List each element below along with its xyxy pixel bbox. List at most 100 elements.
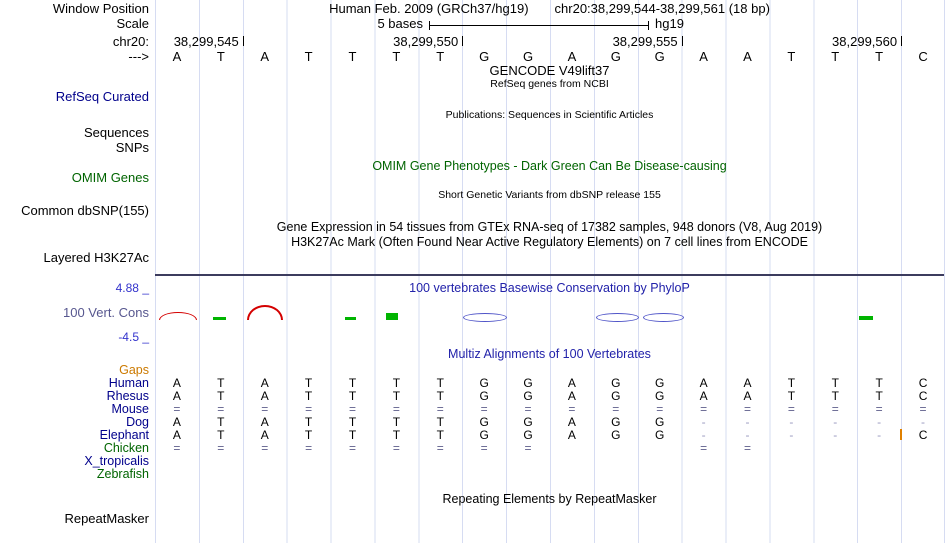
align-cell: G [611, 415, 621, 429]
align-cell: = [217, 402, 225, 416]
align-cell: A [567, 428, 576, 442]
align-cell: C [918, 428, 928, 442]
insertion-marker [900, 429, 903, 440]
phylop-green-mark [386, 313, 398, 320]
sequence-base: T [875, 49, 884, 64]
sequence-base: A [567, 49, 577, 64]
species-label-chicken[interactable]: Chicken [103, 441, 149, 455]
track-title-dbsnp[interactable]: Short Genetic Variants from dbSNP releas… [438, 189, 661, 201]
align-cell: T [304, 389, 313, 403]
align-cell: A [743, 376, 752, 390]
track-title-conservation[interactable]: 100 vertebrates Basewise Conservation by… [409, 281, 690, 295]
align-cell: T [831, 376, 839, 390]
align-cell: = [612, 402, 620, 416]
align-cell: A [699, 376, 708, 390]
align-cell: T [217, 389, 225, 403]
align-cell: = [392, 441, 400, 455]
align-cell: - [701, 428, 706, 442]
species-label-elephant[interactable]: Elephant [99, 428, 149, 442]
align-cell: = [568, 402, 576, 416]
align-cell: - [877, 428, 882, 442]
track-label-repeatmasker[interactable]: RepeatMasker [64, 511, 149, 526]
species-label-dog[interactable]: Dog [126, 415, 149, 429]
track-label-sequences[interactable]: Sequences [83, 125, 149, 140]
species-label-zebrafish[interactable]: Zebrafish [96, 467, 149, 481]
coordinate-label: 38,299,555 [612, 34, 678, 49]
align-cell: T [348, 376, 357, 390]
phylop-green-mark [859, 316, 873, 320]
align-cell: - [833, 428, 838, 442]
align-cell: G [479, 376, 489, 390]
align-cell: = [261, 441, 269, 455]
align-cell: = [436, 402, 444, 416]
window-position-title: Human Feb. 2009 (GRCh37/hg19) chr20:38,2… [155, 2, 944, 15]
track-label-omim-genes[interactable]: OMIM Genes [71, 170, 149, 185]
track-label-layered-h3k27ac[interactable]: Layered H3K27Ac [43, 250, 149, 265]
track-title-publications[interactable]: Publications: Sequences in Scientific Ar… [445, 109, 654, 121]
align-cell: = [480, 441, 488, 455]
align-cell: T [436, 376, 444, 390]
chrom-label: chr20: [112, 34, 149, 49]
align-cell: T [436, 415, 444, 429]
align-cell: G [655, 376, 665, 390]
align-cell: G [655, 415, 665, 429]
species-label-rhesus[interactable]: Rhesus [106, 389, 149, 403]
track-label-common-dbsnp[interactable]: Common dbSNP(155) [21, 203, 149, 218]
sequence-base: G [522, 49, 534, 64]
align-cell: G [523, 415, 533, 429]
align-cell: G [479, 415, 489, 429]
coordinate-tick [462, 36, 464, 46]
conservation-min-label: -4.5 _ [118, 330, 149, 344]
track-title-omim[interactable]: OMIM Gene Phenotypes - Dark Green Can Be… [372, 159, 727, 173]
scale-label: Scale [116, 16, 149, 31]
track-label-refseq-curated[interactable]: RefSeq Curated [55, 89, 149, 104]
align-cell: A [699, 389, 708, 403]
track-label-100-vert-cons[interactable]: 100 Vert. Cons [63, 305, 149, 320]
phylop-green-mark [213, 317, 226, 320]
align-cell: = [743, 402, 751, 416]
track-title-h3k27ac[interactable]: H3K27Ac Mark (Often Found Near Active Re… [291, 235, 808, 249]
track-title-multiz[interactable]: Multiz Alignments of 100 Vertebrates [448, 347, 651, 361]
align-cell: = [436, 441, 444, 455]
sequence-base: A [743, 49, 752, 64]
track-display-area[interactable]: Human Feb. 2009 (GRCh37/hg19) chr20:38,2… [155, 0, 945, 543]
align-cell: - [877, 415, 882, 429]
align-cell: G [523, 428, 533, 442]
align-cell: = [743, 441, 751, 455]
coordinate-tick [901, 36, 903, 46]
track-title-repeatmasker[interactable]: Repeating Elements by RepeatMasker [442, 492, 657, 506]
window-position-label: Window Position [52, 1, 149, 16]
species-label-gaps[interactable]: Gaps [119, 363, 149, 377]
scale-bar-left-tick [429, 21, 430, 30]
align-cell: = [919, 402, 927, 416]
align-cell: G [611, 376, 621, 390]
track-title-gtex[interactable]: Gene Expression in 54 tissues from GTEx … [276, 220, 823, 234]
species-label-human[interactable]: Human [108, 376, 149, 390]
align-cell: A [172, 376, 181, 390]
align-cell: T [787, 389, 796, 403]
align-cell: T [304, 428, 313, 442]
align-cell: = [524, 441, 532, 455]
align-cell: - [921, 415, 926, 429]
align-cell: = [700, 441, 708, 455]
align-cell: = [787, 402, 795, 416]
species-label-mouse[interactable]: Mouse [111, 402, 149, 416]
align-cell: - [789, 415, 794, 429]
align-cell: A [567, 376, 576, 390]
align-cell: = [831, 402, 839, 416]
align-cell: = [524, 402, 532, 416]
sequence-base: A [260, 49, 270, 64]
align-cell: T [436, 428, 444, 442]
species-label-x_tropicalis[interactable]: X_tropicalis [84, 454, 149, 468]
track-title-gencode[interactable]: GENCODE V49lift37 [489, 63, 610, 78]
track-label-snps[interactable]: SNPs [115, 140, 149, 155]
align-cell: = [305, 441, 313, 455]
track-subtitle-refseq[interactable]: RefSeq genes from NCBI [490, 78, 609, 90]
sequence-base: A [699, 49, 708, 64]
align-cell: = [875, 402, 883, 416]
align-cell: T [875, 389, 883, 403]
align-cell: = [261, 402, 269, 416]
align-cell: = [173, 441, 181, 455]
align-cell: T [392, 428, 401, 442]
